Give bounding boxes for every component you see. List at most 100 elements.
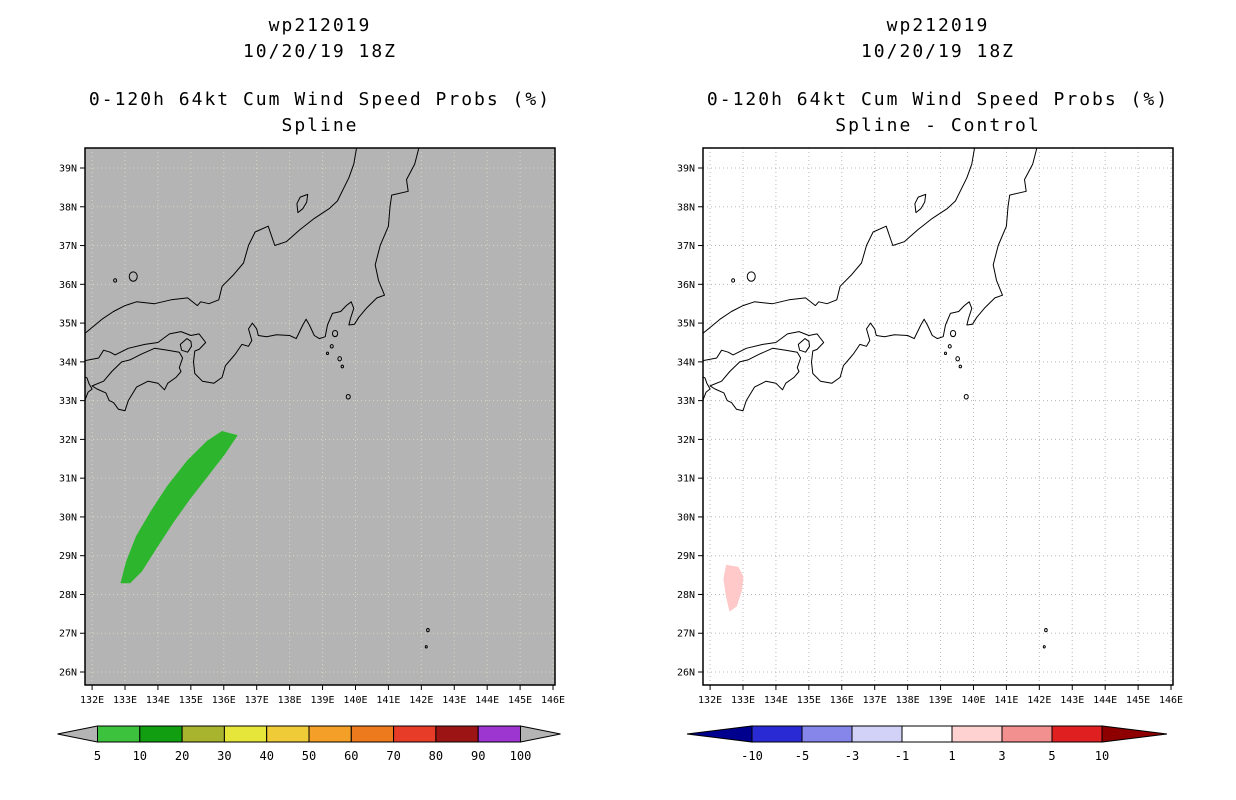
lat-tick-label: 37N	[677, 241, 695, 252]
small-island	[943, 351, 947, 356]
small-island	[424, 645, 428, 649]
small-island	[325, 351, 329, 356]
lat-tick-label: 33N	[677, 396, 695, 407]
lat-tick-label: 39N	[677, 164, 695, 175]
colorbar-segment	[139, 725, 183, 743]
small-island	[1044, 628, 1048, 633]
colorbar-spline-minus-control: -10 -5 -3 -1 1 3 5 10	[686, 725, 1168, 763]
small-island	[958, 364, 963, 369]
axes: 39N 38N 37N 36N 35N 34N 33N 32N 31N 30N 29N 28N 27N 2…	[59, 164, 565, 706]
small-island	[340, 364, 345, 369]
plot-subtitle: Spline - Control	[835, 115, 1041, 136]
lon-tick-label: 140E	[961, 695, 985, 706]
lon-tick-label: 135E	[179, 695, 203, 706]
colorbar-label: -10	[741, 749, 763, 763]
small-island	[128, 271, 138, 282]
small-island	[746, 271, 756, 282]
colorbar-segment	[801, 725, 853, 743]
lon-tick-label: 141E	[376, 695, 400, 706]
colorbar-segment	[97, 725, 141, 743]
map-spline: 39N 38N 37N 36N 35N 34N 33N 32N 31N 30N 29N 28N 27N 2…	[59, 147, 565, 706]
island-outline	[91, 347, 184, 412]
colorbar-segment	[308, 725, 352, 743]
grid-lines	[703, 148, 1173, 685]
lat-tick-label: 30N	[59, 512, 77, 523]
lon-tick-label: 134E	[764, 695, 788, 706]
lat-tick-label: 32N	[677, 435, 695, 446]
axes: 39N 38N 37N 36N 35N 34N 33N 32N 31N 30N 29N 28N 27N 2…	[677, 164, 1183, 706]
init-datetime: 10/20/19 18Z	[860, 41, 1016, 62]
small-island	[345, 393, 351, 400]
lat-tick-label: 36N	[59, 280, 77, 291]
lat-tick-label: 38N	[59, 202, 77, 213]
plot-subtitle: Spline	[281, 115, 359, 136]
lat-tick-label: 26N	[59, 668, 77, 679]
lat-tick-label: 38N	[677, 202, 695, 213]
lat-tick-label: 36N	[677, 280, 695, 291]
colorbar-segment	[435, 725, 479, 743]
lat-tick-label: 31N	[59, 474, 77, 485]
colorbar-segment	[181, 725, 225, 743]
small-island	[947, 344, 952, 349]
colorbar-over-arrow	[520, 725, 561, 743]
small-island	[949, 329, 957, 338]
colorbar-label: 70	[386, 749, 400, 763]
colorbar-label: -3	[845, 749, 859, 763]
lon-tick-label: 138E	[896, 695, 920, 706]
colorbar-spline: 5 10 20 30 40 50 60 70 80 90 100	[57, 725, 561, 763]
colorbar-segment	[350, 725, 395, 743]
colorbar-label: 5	[1048, 749, 1055, 763]
lat-tick-label: 27N	[677, 629, 695, 640]
lat-tick-label: 33N	[59, 396, 77, 407]
colorbar-over-arrow	[1101, 725, 1168, 743]
colorbar-segment	[1051, 725, 1103, 743]
island-outline	[914, 193, 927, 214]
map-background	[85, 148, 555, 685]
colorbar-label: 100	[510, 749, 532, 763]
colorbar-label: -5	[795, 749, 809, 763]
lon-tick-label: 132E	[80, 695, 104, 706]
storm-id: wp212019	[268, 15, 372, 36]
colorbar-segment	[223, 725, 268, 743]
colorbar-labels: 5 10 20 30 40 50 60 70 80 90 100	[94, 749, 531, 763]
colorbar-label: 3	[998, 749, 1005, 763]
lon-tick-label: 136E	[212, 695, 236, 706]
lat-tick-label: 35N	[677, 319, 695, 330]
coastline	[85, 148, 420, 384]
small-island	[1042, 645, 1046, 649]
colorbar-label: 90	[471, 749, 485, 763]
map-spline-minus-control: 39N 38N 37N 36N 35N 34N 33N 32N 31N 30N 29N 28N 27N 2…	[677, 147, 1183, 706]
map-background	[703, 148, 1173, 685]
lon-tick-label: 140E	[343, 695, 367, 706]
lon-tick-label: 136E	[830, 695, 854, 706]
map-content	[703, 148, 1173, 685]
small-island	[731, 278, 736, 283]
map-frame	[702, 147, 1174, 686]
lon-tick-label: 142E	[1027, 695, 1051, 706]
storm-id: wp212019	[886, 15, 990, 36]
lat-tick-label: 34N	[677, 357, 695, 368]
panel-spline-minus-control: wp212019 10/20/19 18Z 0-120h 64kt Cum Wi…	[618, 0, 1236, 800]
lon-tick-label: 132E	[698, 695, 722, 706]
lat-tick-label: 27N	[59, 629, 77, 640]
lon-tick-label: 133E	[731, 695, 755, 706]
lat-tick-label: 26N	[677, 668, 695, 679]
colorbar-labels: -10 -5 -3 -1 1 3 5 10	[741, 749, 1109, 763]
coastline	[85, 148, 358, 334]
colorbar-label: 60	[344, 749, 358, 763]
colorbar-label: 20	[175, 749, 189, 763]
colorbar-segment	[951, 725, 1003, 743]
lon-tick-label: 145E	[508, 695, 532, 706]
small-island	[337, 356, 342, 362]
coastlines	[85, 148, 430, 649]
lon-tick-label: 142E	[409, 695, 433, 706]
lon-tick-label: 133E	[113, 695, 137, 706]
lon-tick-label: 143E	[442, 695, 466, 706]
lon-tick-label: 144E	[475, 695, 499, 706]
lon-tick-label: 138E	[278, 695, 302, 706]
lon-tick-label: 146E	[541, 695, 565, 706]
small-island	[963, 393, 969, 400]
colorbar-segment	[901, 725, 953, 743]
map-frame	[84, 147, 556, 686]
coastline	[703, 148, 976, 334]
